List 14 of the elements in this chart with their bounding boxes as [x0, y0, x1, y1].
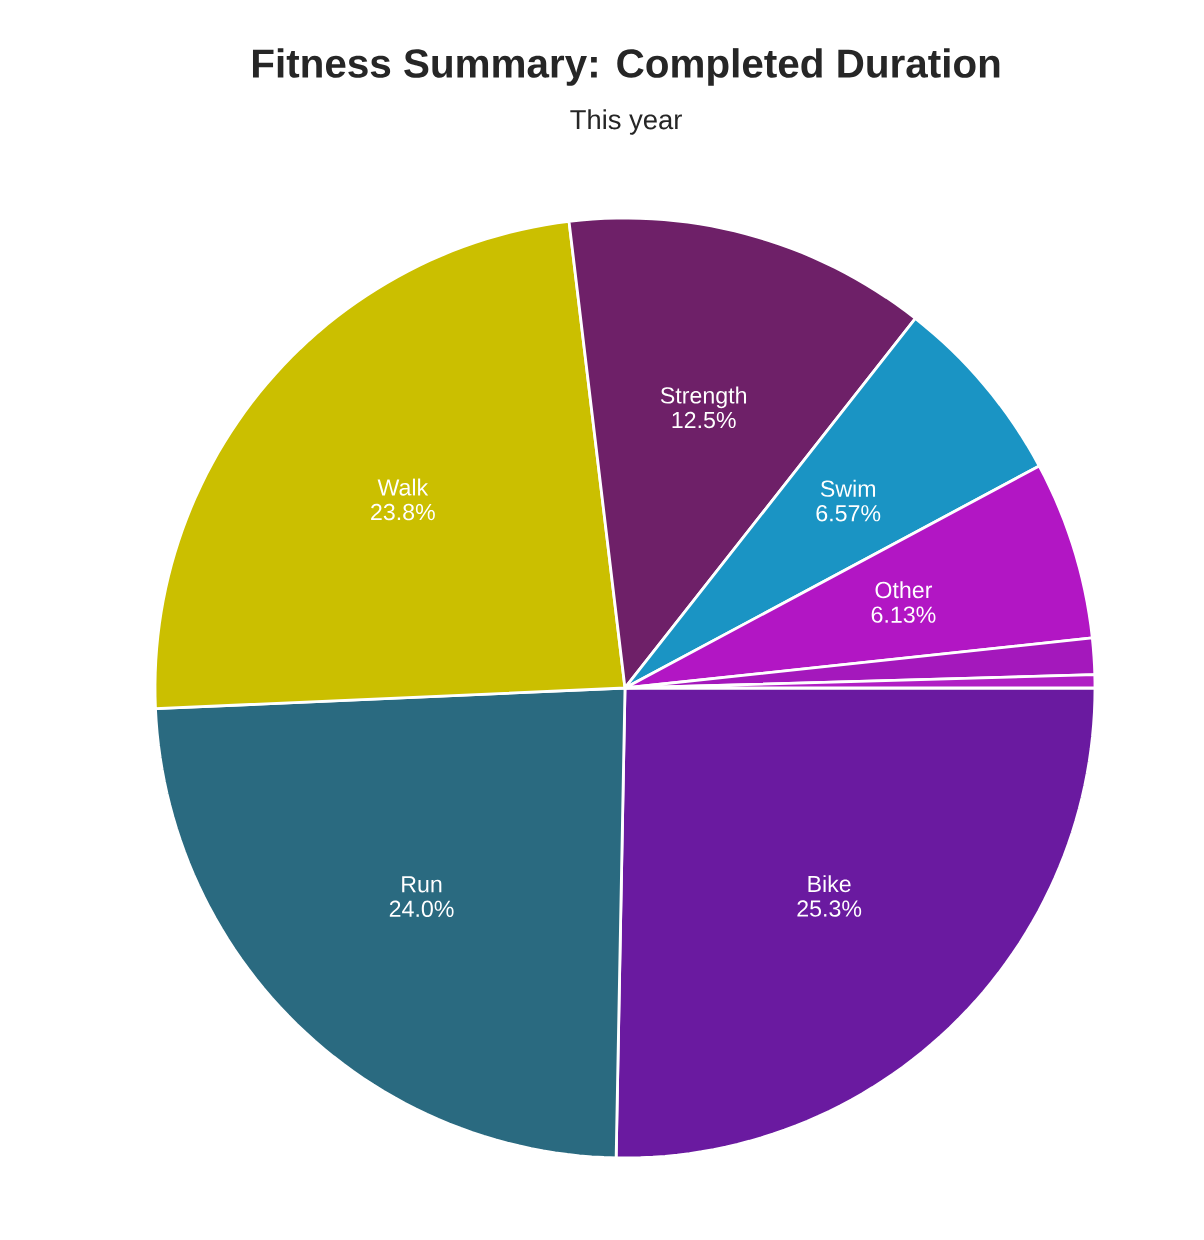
data-label: 12.5%	[672, 411, 736, 429]
data-label: 24.0%	[389, 900, 454, 918]
slice-label: Swim	[820, 479, 876, 497]
data-label: 25.3%	[797, 900, 862, 917]
chart-subtitle: This year	[570, 109, 682, 135]
data-label: 6.13%	[871, 606, 936, 623]
slice-label: Run	[402, 876, 442, 893]
slice-label: Strength	[660, 386, 747, 409]
chart-title: Fitness Summary: Completed Duration	[253, 48, 1000, 86]
slice-label: Other	[875, 581, 933, 599]
data-label: 23.8%	[371, 503, 435, 521]
slice-label: Walk	[377, 478, 429, 496]
data-label: 6.57%	[816, 505, 881, 522]
slice-label: Bike	[808, 875, 851, 893]
